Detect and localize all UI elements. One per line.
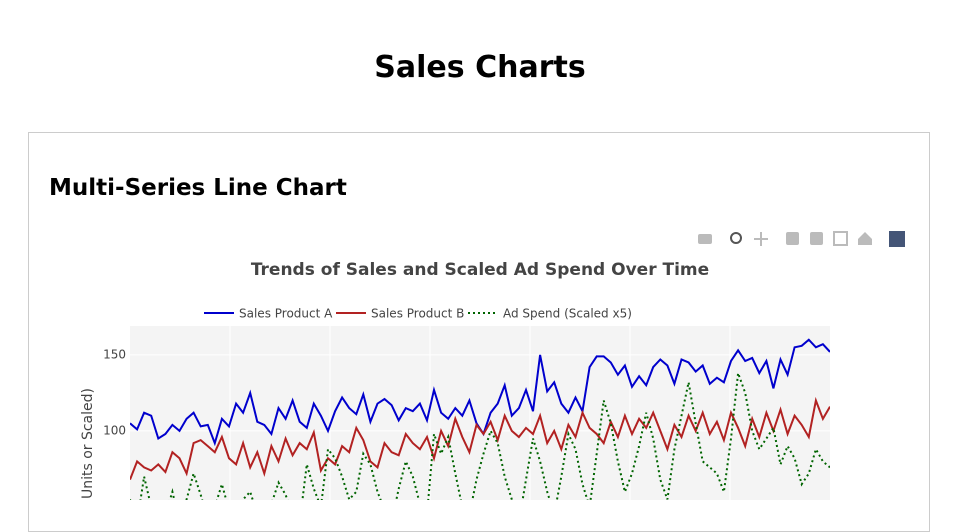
y-axis-label: e (Units or Scaled) bbox=[80, 388, 96, 500]
camera-button[interactable] bbox=[698, 234, 712, 244]
zoom-button[interactable] bbox=[730, 232, 742, 244]
y-tick-label: 150 bbox=[103, 347, 126, 361]
chart-title: Trends of Sales and Scaled Ad Spend Over… bbox=[251, 260, 709, 280]
series-line bbox=[130, 396, 830, 480]
zoom-out-button[interactable] bbox=[810, 232, 823, 245]
plot-area bbox=[130, 326, 830, 500]
autoscale-button[interactable] bbox=[833, 231, 848, 246]
legend-label: Sales Product B bbox=[371, 307, 464, 321]
y-tick-label: 100 bbox=[103, 423, 126, 437]
legend-label: Sales Product A bbox=[239, 307, 333, 321]
pan-button[interactable] bbox=[754, 232, 768, 246]
reset-button[interactable] bbox=[858, 232, 872, 245]
legend-box bbox=[196, 302, 628, 324]
plotly-logo[interactable] bbox=[889, 231, 905, 247]
legend-label: Ad Spend (Scaled x5) bbox=[503, 307, 632, 321]
page: Sales Charts Multi-Series Line Chart Tre… bbox=[28, 50, 930, 532]
page-title: Sales Charts bbox=[374, 50, 586, 85]
chart: Trends of Sales and Scaled Ad Spend Over… bbox=[80, 231, 905, 500]
modebar bbox=[698, 231, 905, 247]
card-title: Multi-Series Line Chart bbox=[49, 175, 347, 201]
zoom-in-button[interactable] bbox=[786, 232, 799, 245]
